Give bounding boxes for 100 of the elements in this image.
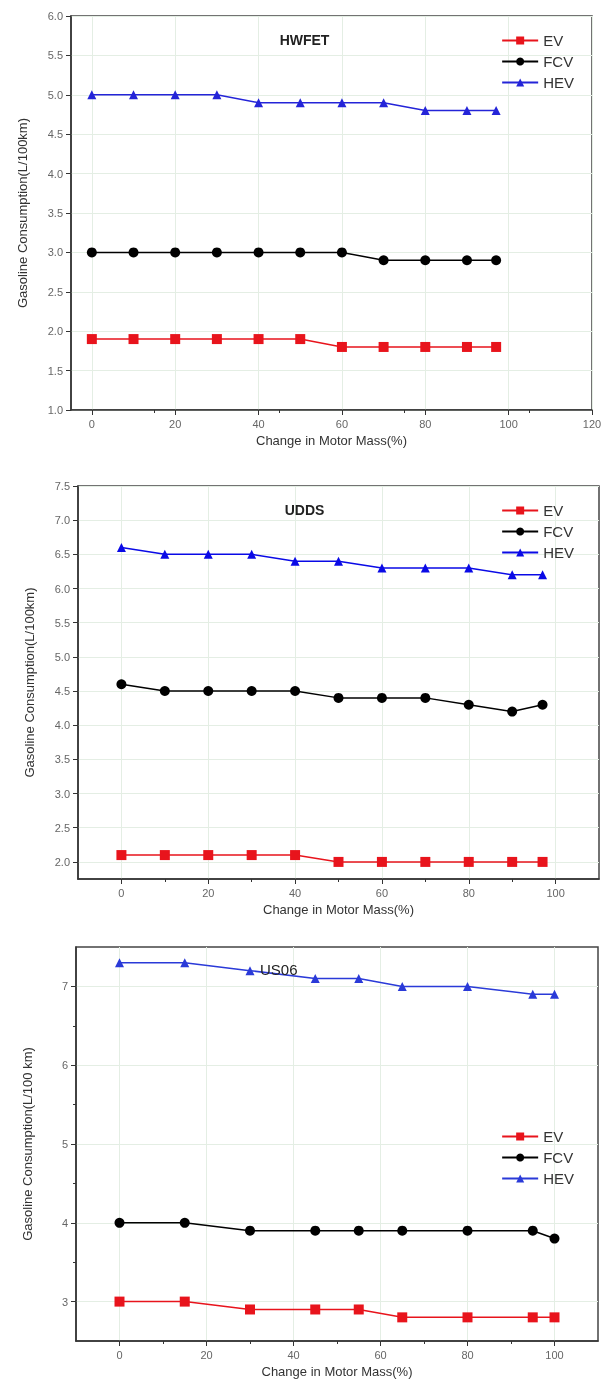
point — [128, 247, 139, 258]
point — [253, 334, 264, 345]
point — [420, 255, 431, 266]
y-tick-label: 3.5 — [47, 207, 63, 219]
point — [549, 1312, 560, 1323]
point — [310, 1225, 321, 1236]
y-tick-label: 3.5 — [54, 753, 70, 766]
point — [463, 699, 474, 710]
point — [376, 692, 387, 703]
point — [295, 247, 306, 258]
y-axis-title: Gasoline Consumption(L/100km) — [15, 117, 30, 309]
y-tick-label: 5.0 — [47, 88, 63, 101]
point — [527, 1312, 538, 1323]
x-tick-label: 0 — [116, 1348, 123, 1361]
point — [179, 1217, 190, 1228]
point — [115, 958, 124, 968]
point — [295, 334, 306, 345]
x-axis-title: Change in Motor Mass(%) — [261, 1363, 413, 1379]
point — [128, 334, 139, 345]
y-tick-label: 3.0 — [54, 787, 70, 800]
point — [290, 686, 301, 697]
y-tick-label: 1.0 — [47, 404, 63, 416]
point — [527, 1225, 538, 1236]
x-tick-label: 40 — [287, 1348, 300, 1361]
point — [333, 856, 344, 867]
point — [462, 1312, 473, 1323]
x-tick-label: 40 — [252, 417, 265, 430]
y-tick-label: 6 — [61, 1059, 68, 1072]
y-tick-label: 6.5 — [54, 548, 70, 561]
point — [116, 543, 126, 553]
y-tick-label: 4 — [61, 1216, 68, 1229]
point — [246, 850, 257, 861]
y-tick-label: 6.0 — [47, 10, 63, 22]
y-tick-label: 3.0 — [47, 246, 63, 259]
point — [245, 966, 255, 976]
legend-label: FCV — [543, 1149, 574, 1166]
y-tick-label: 5 — [61, 1138, 68, 1150]
point — [507, 856, 518, 867]
y-tick-label: 5.5 — [47, 49, 63, 62]
x-axis-title: Change in Motor Mass(%) — [256, 432, 407, 448]
y-tick-label: 2.0 — [54, 855, 70, 868]
point — [159, 686, 170, 697]
point — [159, 850, 170, 861]
text: UDDS — [284, 502, 325, 518]
point — [170, 247, 181, 258]
y-axis-title: Gasoline Consumption(L/100km) — [22, 587, 37, 778]
point — [116, 679, 127, 690]
x-tick-label: 0 — [88, 417, 95, 430]
point — [462, 106, 472, 116]
point — [247, 549, 257, 559]
x-tick-label: 60 — [374, 1348, 387, 1361]
y-tick-label: 5.0 — [54, 650, 70, 663]
point — [353, 1225, 364, 1236]
y-tick-label: 2.5 — [47, 285, 63, 298]
point — [336, 247, 347, 258]
point — [129, 90, 139, 100]
point — [420, 341, 431, 352]
y-tick-label: 1.5 — [47, 364, 63, 377]
point — [462, 1225, 473, 1236]
point — [246, 686, 257, 697]
point — [337, 98, 347, 108]
x-tick-label: 20 — [202, 886, 215, 899]
point — [538, 570, 548, 580]
point — [491, 255, 502, 266]
point — [290, 850, 301, 861]
point — [463, 981, 472, 991]
text: HWFET — [279, 32, 330, 48]
point — [464, 563, 474, 573]
legend-label: HEV — [543, 74, 574, 91]
y-tick-label: 4.5 — [54, 685, 70, 698]
point — [203, 549, 213, 559]
x-tick-label: 100 — [545, 1348, 564, 1361]
point — [353, 1304, 364, 1315]
point — [333, 692, 344, 703]
y-tick-label: 3 — [61, 1295, 68, 1308]
x-tick-label: 80 — [462, 886, 475, 899]
point — [114, 1296, 125, 1307]
y-tick-label: 6.0 — [54, 582, 70, 595]
legend-label: FCV — [543, 523, 574, 540]
point — [463, 856, 474, 867]
point — [290, 556, 300, 566]
y-tick-label: 5.5 — [54, 616, 70, 629]
point — [420, 563, 430, 573]
point — [378, 341, 389, 352]
point — [378, 255, 389, 266]
point — [461, 341, 472, 352]
point — [211, 247, 222, 258]
point — [420, 856, 431, 867]
point — [211, 334, 222, 345]
point — [310, 1304, 321, 1315]
point — [86, 247, 97, 258]
point — [245, 1304, 255, 1315]
point — [116, 850, 127, 861]
point — [420, 692, 431, 703]
point — [336, 341, 347, 352]
y-tick-label: 2.0 — [47, 325, 63, 338]
point — [491, 341, 502, 352]
point — [376, 856, 387, 867]
x-tick-label: 20 — [200, 1348, 213, 1361]
y-tick-label: 7.0 — [54, 514, 70, 527]
